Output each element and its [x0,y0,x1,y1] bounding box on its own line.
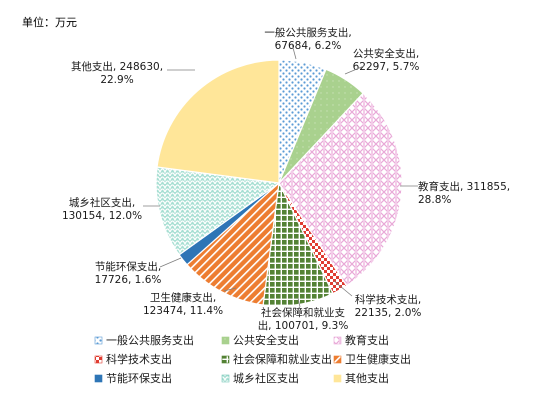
legend-label: 卫生健康支出 [345,352,411,366]
legend-label: 公共安全支出 [233,333,299,347]
legend-swatch [333,355,342,364]
pie-slice [155,166,281,256]
data-label: 社会保障和就业支出, 100701, 9.3% [258,306,349,332]
pie-slice [278,92,403,287]
pie-slices [155,59,403,307]
legend-swatch [333,374,342,383]
data-label: 节能环保支出, 17726, 1.6% [95,260,162,286]
data-labels: 一般公共服务支出, 67684, 6.2%公共安全支出, 62297, 5.7% 教育… [62,26,510,332]
legend-swatch [94,374,103,383]
legend-swatch [221,336,230,345]
pie-slice [156,59,280,184]
legend-label: 科学技术支出 [106,352,172,366]
legend-swatch [333,336,342,345]
data-label: 城乡社区支出, 130154, 12.0% [62,196,142,222]
legend-label: 城乡社区支出 [233,371,299,385]
data-label: 公共安全支出, 62297, 5.7% [353,47,420,73]
legend-label: 教育支出 [345,333,389,347]
legend-swatch [94,336,103,345]
pie-slice [186,181,280,306]
leader-line [297,297,301,308]
data-label: 科学技术支出, 22135, 2.0% [355,293,422,319]
leader-line [344,65,365,75]
legend-label: 其他支出 [345,371,389,385]
legend-swatch [221,355,230,364]
legend-label: 一般公共服务支出 [106,333,194,347]
legend-swatch [94,355,103,364]
data-label: 卫生健康支出, 123474, 11.4% [143,291,223,317]
leader-line [159,257,182,268]
leader-line [333,280,353,297]
unit-label: 单位：万元 [22,15,77,29]
legend-label: 社会保障和就业支出 [233,352,332,366]
data-label: 一般公共服务支出, 67684, 6.2% [264,26,351,52]
leader-line [223,287,237,292]
leader-line [291,43,297,60]
legend-label: 节能环保支出 [106,371,172,385]
legend-swatch [221,374,230,383]
data-label: 其他支出, 248630, 22.9% [71,60,163,86]
data-label: 教育支出, 311855, 28.8% [418,180,510,206]
